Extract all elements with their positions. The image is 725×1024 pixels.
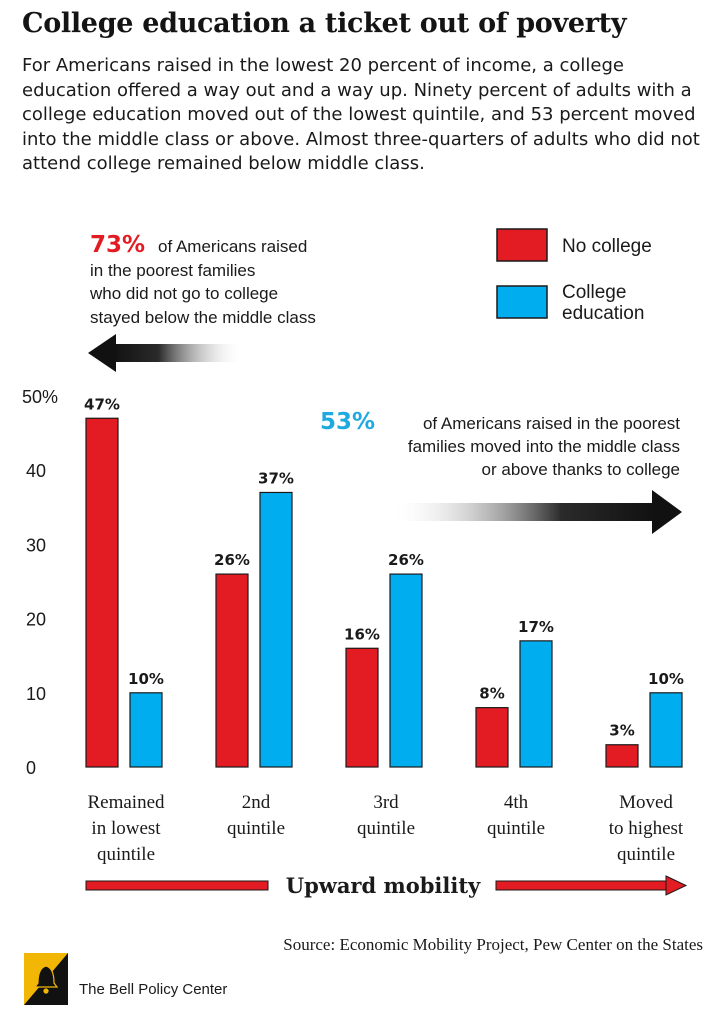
annotation-left-percent: 73% (90, 232, 145, 258)
left-arrow-shaft (112, 344, 244, 362)
page-title: College education a ticket out of povert… (22, 8, 627, 39)
annotation-left: 73% of Americans raised in the poorest f… (88, 232, 316, 372)
legend-label-college-line1: College (562, 282, 626, 303)
legend-swatch-no-college (496, 228, 548, 262)
category-label: quintile (227, 818, 285, 839)
category-label: 3rd (373, 792, 399, 813)
intro-paragraph: For Americans raised in the lowest 20 pe… (22, 55, 700, 174)
legend-label-no-college: No college (562, 236, 652, 257)
bar-value-label: 3% (609, 722, 634, 740)
y-tick-label: 20 (26, 610, 46, 630)
annotation-left-line: of Americans raised (158, 237, 307, 256)
upward-mobility-axis: Upward mobility (85, 873, 688, 898)
bar-value-label: 26% (388, 551, 424, 569)
mobility-arrow-right-segment (495, 880, 667, 891)
category-label: 2nd (242, 792, 271, 813)
organization-name: The Bell Policy Center (79, 981, 227, 998)
category-label: quintile (357, 818, 415, 839)
bar-value-label: 10% (128, 670, 164, 688)
bell-clapper-icon (43, 988, 49, 994)
legend: No college College education (496, 228, 652, 324)
left-arrow-icon (88, 334, 116, 372)
bar-value-label: 16% (344, 625, 380, 643)
bell-icon (33, 965, 59, 988)
source-note: Source: Economic Mobility Project, Pew C… (283, 935, 703, 954)
bar-value-label: 26% (214, 551, 250, 569)
category-label: Remained (87, 792, 165, 813)
y-tick-label: 0 (26, 758, 36, 778)
bar-value-label: 37% (258, 469, 294, 487)
annotation-left-line: stayed below the middle class (90, 308, 316, 327)
bar-value-label: 47% (84, 395, 120, 413)
y-axis: 0 10 20 30 40 50% (22, 387, 58, 778)
category-label: quintile (97, 844, 155, 865)
mobility-label: Upward mobility (286, 873, 481, 898)
bar-no-college (215, 573, 249, 768)
bars: 47% 26% 16% 8% 3% 10% 37% 26% 17% 10% (84, 395, 684, 768)
y-tick-label: 10 (26, 684, 46, 704)
annotation-left-line: in the poorest families (90, 261, 255, 280)
category-label: Moved (619, 792, 673, 813)
annotation-left-line: who did not go to college (89, 284, 278, 303)
category-label: quintile (617, 844, 675, 865)
annotation-right-line: of Americans raised in the poorest (423, 414, 680, 433)
mobility-arrowhead-icon (665, 875, 688, 896)
x-axis-categories: Remained in lowest quintile 2nd quintile 3rd q… (87, 792, 683, 865)
bar-value-label: 17% (518, 618, 554, 636)
right-arrow-icon (652, 490, 682, 534)
bar-college (389, 573, 423, 768)
bell-logo (24, 953, 68, 1005)
bar-value-label: 8% (479, 685, 504, 703)
bar-college (649, 692, 683, 768)
bar-no-college (605, 744, 639, 768)
bar-college (519, 640, 553, 768)
annotation-right: 53% of Americans raised in the poorest f… (320, 409, 682, 534)
category-label: quintile (487, 818, 545, 839)
bar-value-label: 10% (648, 670, 684, 688)
annotation-right-line: or above thanks to college (482, 460, 680, 479)
annotation-right-percent: 53% (320, 409, 375, 435)
bar-college (129, 692, 163, 768)
right-arrow-shaft (390, 503, 654, 521)
y-tick-label: 30 (26, 535, 46, 555)
category-label: 4th (504, 792, 529, 813)
bar-no-college (345, 647, 379, 768)
category-label: to highest (609, 818, 684, 839)
category-label: in lowest (91, 818, 161, 839)
annotation-right-line: families moved into the middle class (408, 437, 680, 456)
legend-swatch-college (496, 285, 548, 319)
mobility-arrow-left-segment (85, 880, 269, 891)
y-tick-label: 40 (26, 461, 46, 481)
bar-no-college (85, 417, 119, 768)
y-tick-label: 50% (22, 387, 58, 407)
bar-no-college (475, 707, 509, 768)
legend-label-college-line2: education (562, 303, 644, 324)
bar-college (259, 491, 293, 768)
